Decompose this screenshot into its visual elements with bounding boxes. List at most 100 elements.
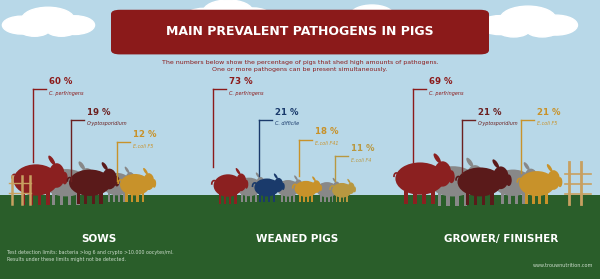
Text: Test detection limits: bacteria >log 6 and crypto >10.000 oocytes/ml.
Results un: Test detection limits: bacteria >log 6 a… (7, 250, 174, 262)
Bar (118, 193, 121, 202)
Ellipse shape (317, 182, 337, 197)
Text: Cryptosporidium: Cryptosporidium (87, 121, 128, 126)
Circle shape (185, 8, 221, 25)
Bar (99, 193, 103, 204)
Circle shape (350, 5, 394, 25)
Text: 21 %: 21 % (478, 108, 502, 117)
Text: MAIN PREVALENT PATHOGENS IN PIGS: MAIN PREVALENT PATHOGENS IN PIGS (166, 25, 434, 38)
Bar (68, 193, 71, 205)
Ellipse shape (466, 158, 473, 167)
Ellipse shape (79, 168, 95, 190)
Ellipse shape (448, 170, 455, 183)
Ellipse shape (558, 177, 562, 187)
Bar (404, 191, 408, 204)
Ellipse shape (49, 163, 65, 188)
Bar (272, 194, 275, 202)
Bar (84, 193, 88, 204)
Bar (422, 191, 426, 204)
Bar (332, 195, 334, 202)
Bar (500, 193, 503, 204)
Bar (136, 193, 139, 202)
FancyBboxPatch shape (111, 10, 489, 54)
Bar (545, 193, 548, 204)
Ellipse shape (256, 172, 260, 178)
Bar (77, 193, 80, 204)
Ellipse shape (493, 170, 533, 196)
Ellipse shape (101, 162, 108, 170)
Bar (281, 194, 283, 202)
Circle shape (349, 17, 374, 29)
Ellipse shape (281, 183, 285, 190)
Bar (437, 193, 442, 206)
Text: The numbers below show the percentage of pigs that shed high amounts of pathogen: The numbers below show the percentage of… (161, 59, 439, 72)
Bar (293, 194, 295, 202)
Ellipse shape (429, 166, 477, 196)
Bar (124, 193, 125, 202)
Circle shape (19, 22, 50, 36)
Bar (346, 196, 348, 202)
Bar (526, 193, 529, 204)
Circle shape (479, 16, 520, 35)
Ellipse shape (332, 178, 336, 182)
Ellipse shape (62, 172, 68, 184)
Ellipse shape (274, 178, 283, 192)
Bar (532, 193, 535, 204)
Text: www.trouwnutrition.com: www.trouwnutrition.com (532, 263, 593, 268)
Text: E.coli F5: E.coli F5 (537, 121, 557, 126)
Ellipse shape (214, 174, 242, 197)
Ellipse shape (152, 179, 156, 188)
Circle shape (377, 12, 410, 27)
Ellipse shape (547, 164, 553, 172)
Circle shape (203, 0, 253, 23)
Bar (466, 193, 469, 205)
Text: C. perfringens: C. perfringens (49, 91, 84, 96)
Ellipse shape (524, 162, 530, 170)
Ellipse shape (236, 178, 262, 196)
Ellipse shape (347, 182, 355, 194)
Circle shape (234, 8, 272, 26)
Bar (38, 192, 41, 205)
Bar (413, 191, 417, 204)
Ellipse shape (14, 164, 59, 196)
Ellipse shape (547, 170, 560, 190)
Bar (328, 195, 329, 202)
Bar (320, 195, 322, 202)
Circle shape (2, 16, 41, 34)
Bar (307, 195, 309, 202)
Text: 69 %: 69 % (429, 77, 452, 86)
Text: E.coli F41: E.coli F41 (315, 141, 338, 146)
Ellipse shape (44, 169, 89, 196)
Ellipse shape (312, 176, 316, 181)
Ellipse shape (143, 168, 148, 174)
Bar (142, 193, 144, 202)
Ellipse shape (301, 184, 304, 191)
Bar (339, 196, 341, 202)
Text: 11 %: 11 % (351, 144, 374, 153)
Ellipse shape (48, 156, 55, 165)
Circle shape (226, 14, 255, 27)
Circle shape (535, 15, 577, 35)
Ellipse shape (134, 178, 137, 187)
Text: 18 %: 18 % (315, 127, 338, 136)
Ellipse shape (263, 182, 267, 190)
Text: 73 %: 73 % (229, 77, 253, 86)
Ellipse shape (256, 177, 265, 192)
Bar (92, 193, 95, 204)
Ellipse shape (69, 170, 111, 196)
Bar (108, 193, 110, 202)
Bar (289, 194, 291, 202)
Ellipse shape (245, 180, 248, 189)
Bar (0, 195, 600, 279)
Bar (311, 195, 313, 202)
Bar (490, 193, 493, 205)
Text: 21 %: 21 % (537, 108, 560, 117)
Ellipse shape (236, 174, 247, 191)
Bar (335, 196, 337, 202)
Bar (263, 194, 265, 202)
Ellipse shape (481, 174, 487, 186)
Ellipse shape (236, 168, 241, 175)
Ellipse shape (254, 179, 280, 196)
Ellipse shape (493, 166, 509, 189)
Bar (299, 195, 301, 202)
Text: 21 %: 21 % (275, 108, 299, 117)
